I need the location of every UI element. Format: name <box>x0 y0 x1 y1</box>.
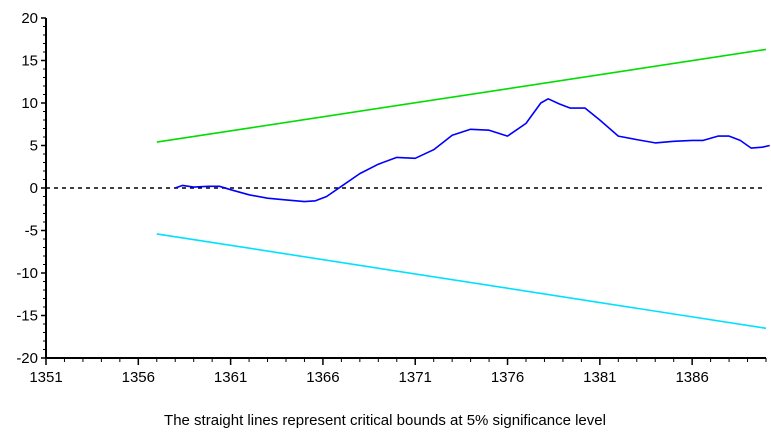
y-tick-label: 20 <box>21 10 38 27</box>
x-tick-label: 1376 <box>491 369 524 386</box>
y-ticks: 20 15 10 5 0 -5 -10 -15 -20 <box>16 10 46 367</box>
y-tick-label: 0 <box>30 180 38 197</box>
x-tick-label: 1386 <box>675 369 708 386</box>
x-ticks: 1351 1356 1361 1366 1371 1376 1381 1386 <box>29 358 767 386</box>
x-tick-label: 1366 <box>306 369 339 386</box>
lower-bound-line <box>156 233 767 330</box>
y-tick-label: 10 <box>21 95 38 112</box>
x-tick-label: 1361 <box>214 369 247 386</box>
y-tick-label: -15 <box>16 308 38 325</box>
y-tick-label: -20 <box>16 350 38 367</box>
x-tick-label: 1351 <box>29 369 62 386</box>
chart-caption: The straight lines represent critical bo… <box>164 412 606 429</box>
y-tick-label: 15 <box>21 53 38 70</box>
y-tick-label: -5 <box>25 223 38 240</box>
plot-lines <box>46 48 770 330</box>
x-tick-label: 1381 <box>583 369 616 386</box>
cusum-line <box>174 98 770 203</box>
x-tick-label: 1371 <box>399 369 432 386</box>
upper-bound-line <box>156 48 767 143</box>
y-tick-label: -10 <box>16 265 38 282</box>
y-tick-label: 5 <box>30 138 38 155</box>
x-tick-label: 1356 <box>122 369 155 386</box>
